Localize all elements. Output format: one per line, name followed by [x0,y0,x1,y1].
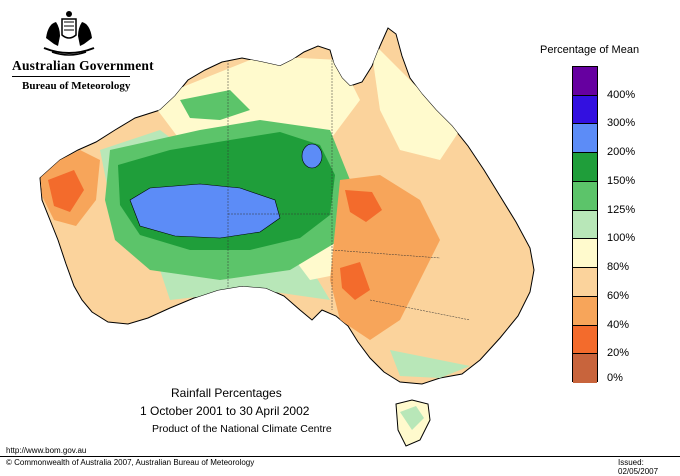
legend-swatch [573,210,597,240]
zone-200pct-north [301,143,323,169]
bureau-title: Bureau of Meteorology [22,80,131,92]
footer-copyright: © Commonwealth of Australia 2007, Austra… [6,458,255,467]
government-title: Australian Government [12,58,154,73]
zone-125pct-southeast [390,350,470,378]
legend-label: 400% [607,88,636,101]
header-divider [12,76,130,77]
footer-url-link[interactable]: http://www.bom.gov.au [6,446,87,455]
legend-label: 80% [607,261,630,274]
legend-title: Percentage of Mean [540,44,640,56]
tasmania-wet-zone [400,406,424,430]
legend-swatch [573,325,597,355]
map-product-credit: Product of the National Climate Centre [152,423,332,435]
legend-swatch [573,67,597,96]
legend-swatch [573,268,597,297]
legend-label: 100% [607,232,636,245]
legend-swatch [573,354,597,383]
zone-100pct-east [370,40,460,160]
coat-of-arms-icon [43,11,95,56]
legend-label: 20% [607,347,630,360]
legend-swatch [573,124,597,154]
legend-swatch [573,95,597,125]
legend-label: 200% [607,146,636,159]
legend-swatch [573,153,597,182]
map-date-range: 1 October 2001 to 30 April 2002 [140,404,310,418]
zone-20pct-central [340,262,370,300]
legend-label: 60% [607,289,630,302]
legend-swatch [573,181,597,211]
footer-issued-date: Issued: 02/05/2007 [618,458,659,476]
map-title: Rainfall Percentages [171,386,282,400]
legend-swatch [573,296,597,326]
zone-125pct-north [180,90,250,120]
legend-label: 150% [607,174,636,187]
zone-200pct [129,183,281,239]
zone-20pct-east [345,190,382,222]
legend-label: 0% [607,372,623,384]
legend-label: 125% [607,203,636,216]
legend-colorbar [572,66,598,383]
legend-swatch [573,239,597,269]
state-borders [227,60,471,321]
zone-100pct-north [150,56,360,140]
legend-label: 40% [607,318,630,331]
legend-label: 300% [607,117,636,130]
zone-20pct-west [48,170,84,212]
footer-divider [0,456,680,457]
